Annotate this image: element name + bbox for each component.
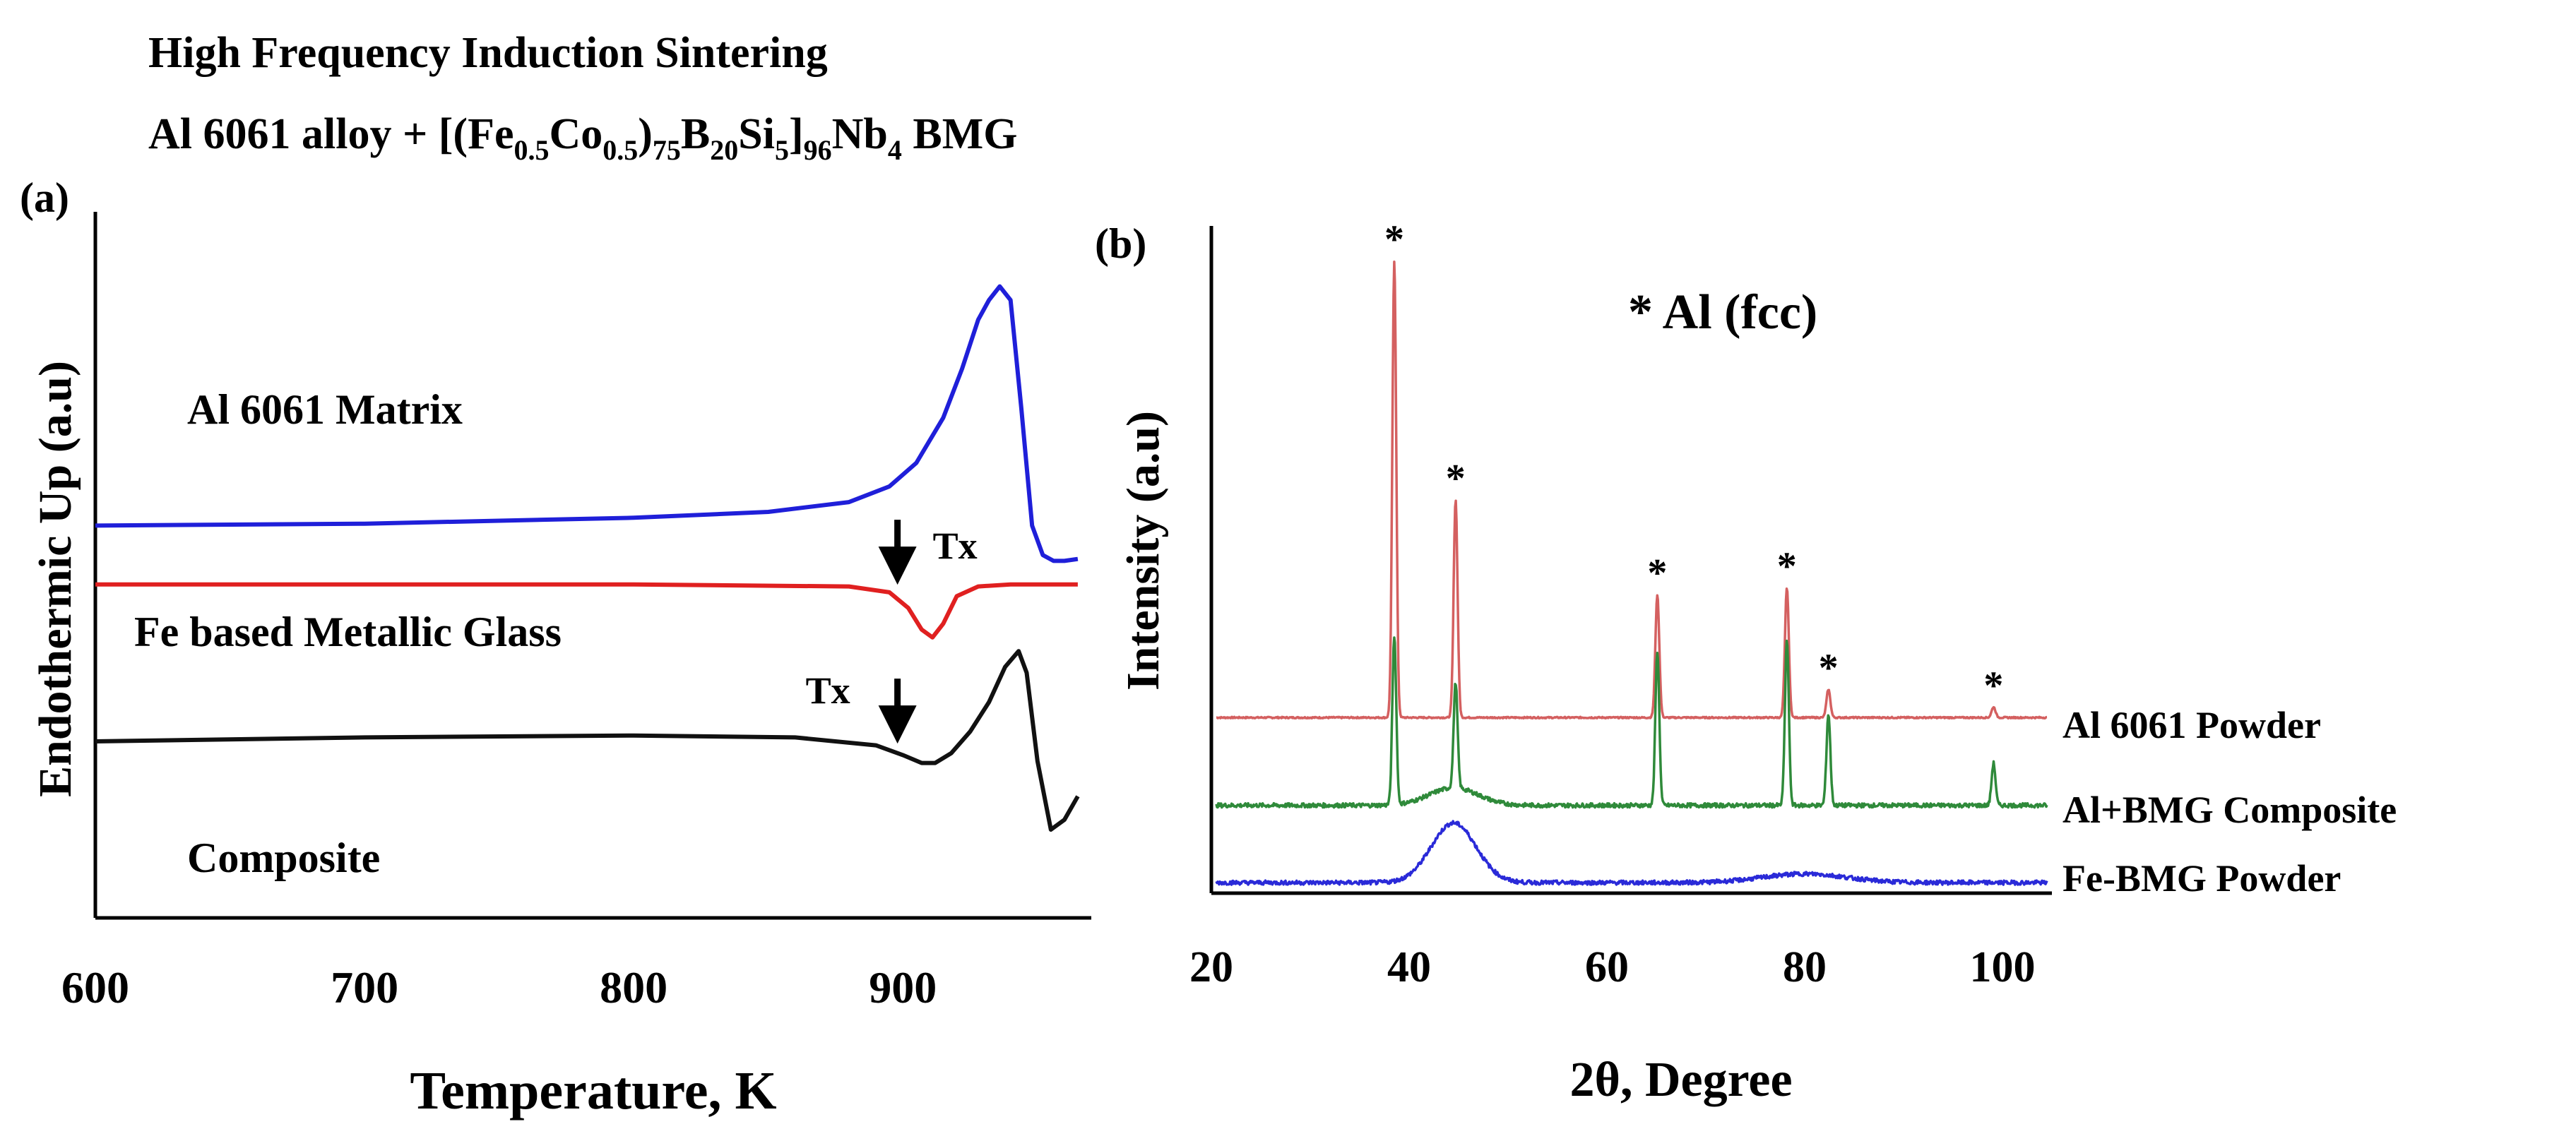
al-peak-marker: *: [1819, 647, 1839, 691]
al-peak-marker: *: [1777, 544, 1797, 588]
panel-a-x-label: Temperature, K: [410, 1061, 776, 1121]
figure-title: High Frequency Induction Sintering: [148, 29, 828, 77]
panel-a-label: (a): [20, 174, 69, 221]
al-peak-marker: *: [1647, 551, 1667, 595]
al-peak-marker: *: [1983, 664, 2003, 707]
panel-b-tick-label: 20: [1189, 943, 1233, 991]
tx-label: Tx: [933, 525, 978, 567]
panel-b-y-label: Intensity (a.u): [1117, 411, 1169, 691]
panel-a-y-label: Endothermic Up (a.u): [30, 361, 81, 797]
panel-b-tick-label: 80: [1783, 943, 1827, 991]
legend-fe-metallic-glass: Fe based Metallic Glass: [134, 609, 562, 655]
phase-note: * Al (fcc): [1628, 285, 1817, 340]
legend-al6061-matrix: Al 6061 Matrix: [187, 386, 463, 433]
legend-al-bmg-composite: Al+BMG Composite: [2062, 789, 2397, 831]
panel-b-x-label: 2θ, Degree: [1569, 1053, 1792, 1107]
panel-b-tick-label: 40: [1387, 943, 1431, 991]
dsc-panel: (a) Endothermic Up (a.u) Temperature, K …: [20, 174, 1091, 1121]
composition-line: Al 6061 alloy + [(Fe0.5Co0.5)75B20Si5]96…: [148, 110, 1018, 166]
panel-b-label: (b): [1095, 220, 1146, 267]
xrd-panel: (b) Intensity (a.u) 2θ, Degree * Al (fcc…: [1095, 218, 2397, 1107]
al-peak-marker: *: [1446, 457, 1466, 501]
legend-al6061-powder: Al 6061 Powder: [2062, 704, 2321, 746]
dsc-curve-2: [95, 649, 1080, 832]
dsc-curve-1: [95, 582, 1078, 640]
panel-b-tick-label: 60: [1585, 943, 1629, 991]
al-peak-marker: *: [1384, 218, 1404, 262]
xrd-pattern-0: [1216, 260, 2048, 720]
panel-a-tick-label: 800: [600, 962, 667, 1012]
panel-b-tick-label: 100: [1970, 943, 2036, 991]
legend-composite: Composite: [187, 835, 380, 881]
tx-label: Tx: [806, 669, 850, 712]
xrd-pattern-1: [1215, 636, 2048, 809]
xrd-pattern-2: [1215, 820, 2048, 886]
panel-a-tick-label: 700: [331, 962, 398, 1012]
panel-a-tick-label: 600: [61, 962, 129, 1012]
dsc-curve-0: [95, 284, 1079, 563]
legend-fe-bmg-powder: Fe-BMG Powder: [2062, 857, 2341, 900]
panel-a-tick-label: 900: [869, 962, 937, 1012]
